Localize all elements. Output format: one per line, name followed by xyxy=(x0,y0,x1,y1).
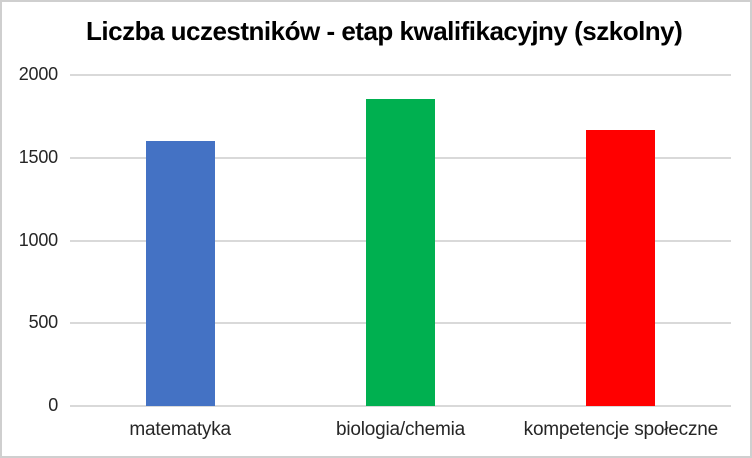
x-category-label: biologia/chemia xyxy=(335,419,466,440)
x-category-label: kompetencje społeczne xyxy=(523,419,719,440)
y-tick-label: 1000 xyxy=(18,229,58,250)
y-tick-label: 0 xyxy=(48,395,58,415)
bar-kompetencje społeczne[interactable] xyxy=(586,129,656,406)
gridline xyxy=(70,74,731,76)
chart-title: Liczba uczestników - etap kwalifikacyjny… xyxy=(86,16,683,46)
y-tick-label: 1500 xyxy=(18,146,58,167)
bar-biologia/chemia[interactable] xyxy=(366,98,435,406)
x-category-label: matematyka xyxy=(129,419,231,440)
gridline xyxy=(70,405,731,407)
y-tick-label: 500 xyxy=(28,312,59,333)
bar-matematyka[interactable] xyxy=(145,141,215,406)
y-tick-label: 2000 xyxy=(18,64,58,84)
